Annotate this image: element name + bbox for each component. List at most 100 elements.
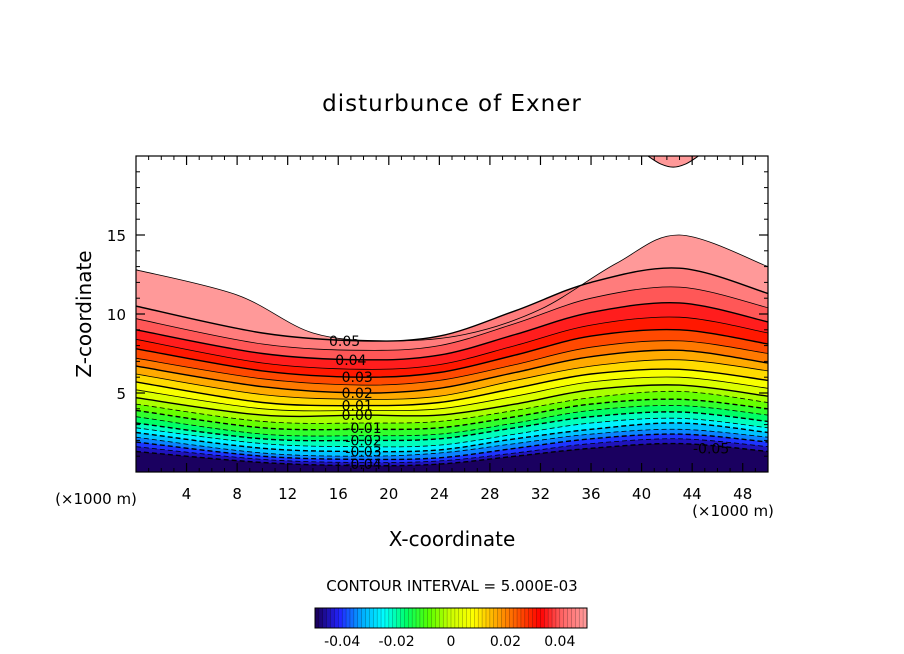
y-tick-label-2: 15 bbox=[107, 227, 126, 245]
x-tick-label-3: 16 bbox=[329, 485, 348, 503]
x-axis: 4 8 12 16 20 24 28 32 36 40 44 48 bbox=[148, 156, 756, 503]
colorbar-cell bbox=[361, 608, 366, 628]
colorbar-cell bbox=[365, 608, 370, 628]
contour-line-17 bbox=[136, 316, 768, 370]
colorbar-cell bbox=[443, 608, 448, 628]
contour-line-4 bbox=[136, 422, 768, 453]
colorbar: -0.04 -0.02 0 0.02 0.04 bbox=[314, 607, 588, 650]
colorbar-cell bbox=[439, 608, 444, 628]
chart-title: disturbunce of Exner bbox=[322, 91, 582, 117]
contour-line-9 bbox=[136, 390, 768, 424]
colorbar-cell bbox=[334, 608, 339, 628]
contour-line-2 bbox=[136, 433, 768, 461]
y-tick-label-0: 5 bbox=[116, 385, 126, 403]
contour-line-10 bbox=[136, 384, 768, 418]
colorbar-cell bbox=[384, 608, 390, 628]
colorbar-cell bbox=[357, 608, 362, 628]
colorbar-cell bbox=[532, 608, 537, 628]
colorbar-cell bbox=[381, 608, 386, 628]
contour-label-9: -0.04 bbox=[345, 457, 381, 473]
colorbar-cell bbox=[396, 608, 401, 628]
colorbar-cell bbox=[482, 608, 487, 628]
contour-line-14 bbox=[136, 349, 768, 394]
contour-label-4: 0.01 bbox=[342, 399, 373, 415]
colorbar-cell bbox=[485, 608, 491, 628]
x-tick-label-0: 4 bbox=[182, 485, 192, 503]
contour-line-3 bbox=[136, 428, 768, 457]
colorbar-tick-label-0: -0.04 bbox=[324, 634, 360, 650]
contour-fills bbox=[136, 234, 768, 472]
y-tick-label-1: 10 bbox=[107, 306, 126, 324]
colorbar-cell bbox=[431, 608, 436, 628]
contour-label-5: 0.00 bbox=[342, 408, 373, 424]
colorbar-cell bbox=[419, 608, 425, 628]
colorbar-cell bbox=[493, 608, 498, 628]
x-unit-label-left: (×1000 m) bbox=[55, 490, 137, 508]
contour-band-0 bbox=[136, 443, 768, 472]
colorbar-cell bbox=[330, 608, 335, 628]
colorbar-cell bbox=[349, 608, 355, 628]
colorbar-cell bbox=[571, 608, 576, 628]
colorbar-cell bbox=[377, 608, 382, 628]
colorbar-cell bbox=[388, 608, 394, 628]
colorbar-cell bbox=[400, 608, 405, 628]
colorbar-cell bbox=[373, 608, 378, 628]
contour-line-19 bbox=[136, 286, 768, 351]
colorbar-cell bbox=[404, 608, 409, 628]
x-tick-label-9: 40 bbox=[632, 485, 651, 503]
contour-labels: 0.050.040.030.020.010.00-0.01-0.02-0.03-… bbox=[329, 334, 729, 473]
colorbar-cell bbox=[497, 608, 502, 628]
colorbar-cell bbox=[544, 608, 549, 628]
y-axis: 5 10 15 bbox=[107, 171, 768, 457]
colorbar-cell bbox=[315, 608, 320, 628]
colorbar-cell bbox=[583, 608, 588, 628]
colorbar-cell bbox=[458, 608, 463, 628]
contour-label-7: -0.02 bbox=[345, 433, 381, 449]
colorbar-tick-label-3: 0.02 bbox=[490, 634, 521, 650]
contour-line-13 bbox=[136, 359, 768, 400]
contour-label-8: -0.03 bbox=[345, 444, 381, 460]
colorbar-cell bbox=[513, 608, 518, 628]
x-tick-label-6: 28 bbox=[480, 485, 499, 503]
contour-label-10: -0.05 bbox=[693, 441, 729, 457]
colorbar-cell bbox=[392, 608, 397, 628]
colorbar-cell bbox=[528, 608, 533, 628]
contour-label-3: 0.02 bbox=[342, 386, 373, 402]
contour-line-7 bbox=[136, 405, 768, 437]
x-tick-label-7: 32 bbox=[531, 485, 550, 503]
contour-interval-text: CONTOUR INTERVAL = 5.000E-03 bbox=[326, 577, 577, 595]
x-axis-label: X-coordinate bbox=[389, 527, 516, 551]
colorbar-cell bbox=[552, 608, 557, 628]
colorbar-cell bbox=[520, 608, 526, 628]
colorbar-cell bbox=[579, 608, 584, 628]
colorbar-cell bbox=[454, 608, 460, 628]
colorbar-cell bbox=[509, 608, 514, 628]
colorbar-cell bbox=[548, 608, 553, 628]
colorbar-cell bbox=[567, 608, 572, 628]
contour-lines bbox=[136, 156, 768, 467]
colorbar-cell bbox=[575, 608, 580, 628]
colorbar-cell bbox=[416, 608, 421, 628]
colorbar-cell bbox=[338, 608, 343, 628]
colorbar-cell bbox=[447, 608, 452, 628]
contour-label-1: 0.04 bbox=[335, 353, 366, 369]
contour-label-2: 0.03 bbox=[342, 370, 373, 386]
contour-line-8 bbox=[136, 398, 768, 431]
y-axis-label: Z-coordinate bbox=[72, 250, 96, 377]
colorbar-cell bbox=[478, 608, 483, 628]
colorbar-cell bbox=[408, 608, 413, 628]
colorbar-cell bbox=[369, 608, 374, 628]
contour-line-15 bbox=[136, 340, 768, 386]
colorbar-cell bbox=[563, 608, 568, 628]
colorbar-cell bbox=[427, 608, 432, 628]
contour-line-21 bbox=[136, 234, 768, 342]
colorbar-tick-label-2: 0 bbox=[447, 634, 456, 650]
contour-line-18 bbox=[136, 301, 768, 361]
x-tick-label-4: 20 bbox=[379, 485, 398, 503]
colorbar-cell bbox=[540, 608, 545, 628]
colorbar-frame bbox=[314, 607, 588, 629]
contour-line-16 bbox=[136, 328, 768, 378]
colorbar-cell bbox=[466, 608, 471, 628]
contour-label-0: 0.05 bbox=[329, 334, 360, 350]
